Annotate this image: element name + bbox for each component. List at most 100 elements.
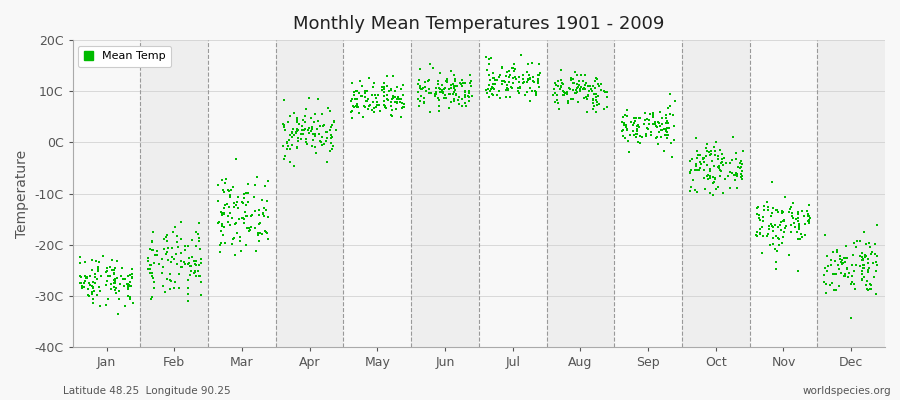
Point <box>376 92 391 99</box>
Point <box>388 99 402 105</box>
Point <box>433 89 447 96</box>
Point <box>554 82 569 89</box>
Point <box>192 238 206 244</box>
Point <box>231 205 246 211</box>
Point <box>237 220 251 227</box>
Point <box>349 103 364 110</box>
Point <box>715 156 729 162</box>
Point <box>591 100 606 107</box>
Point <box>624 119 638 126</box>
Point <box>771 236 786 242</box>
Point <box>503 72 517 78</box>
Point <box>213 209 228 215</box>
Point <box>735 168 750 174</box>
Point <box>230 199 245 205</box>
Point <box>734 158 748 164</box>
Point <box>834 261 849 268</box>
Point <box>100 268 114 274</box>
Point <box>654 127 669 133</box>
Point <box>547 80 562 86</box>
Point <box>454 81 468 87</box>
Point <box>505 80 519 86</box>
Point <box>365 92 380 98</box>
Point <box>791 218 806 225</box>
Point <box>305 123 320 130</box>
Point <box>837 273 851 279</box>
Point <box>344 98 358 104</box>
Point <box>192 220 206 226</box>
Point <box>217 211 231 217</box>
Point <box>770 248 784 254</box>
Point <box>458 80 473 86</box>
Point <box>422 61 436 67</box>
Point <box>784 229 798 236</box>
Point <box>464 78 478 84</box>
Point <box>646 110 661 116</box>
Point <box>638 116 652 123</box>
Point <box>495 64 509 70</box>
Point <box>721 173 735 180</box>
Point <box>290 116 304 122</box>
Point <box>307 111 321 118</box>
Point <box>87 280 102 287</box>
Point <box>688 187 703 193</box>
Point <box>412 82 427 89</box>
Point <box>379 105 393 111</box>
Point <box>830 249 844 256</box>
Point <box>392 96 406 103</box>
Point <box>192 273 206 280</box>
Point <box>511 85 526 92</box>
Point <box>107 276 122 282</box>
Point <box>309 150 323 156</box>
Point <box>189 262 203 268</box>
Point <box>320 134 334 141</box>
Point <box>852 238 867 244</box>
Point <box>214 212 229 218</box>
Point <box>358 88 373 95</box>
Point <box>73 260 87 266</box>
Point <box>214 228 229 234</box>
Point <box>429 90 444 97</box>
Point <box>819 280 833 287</box>
Point <box>156 264 170 271</box>
Point <box>99 269 113 276</box>
Point <box>352 110 366 116</box>
Point <box>438 92 453 98</box>
Point <box>458 89 473 95</box>
Point <box>521 61 535 67</box>
Point <box>260 230 274 236</box>
Point <box>290 128 304 134</box>
Point <box>565 76 580 82</box>
Point <box>159 234 174 240</box>
Point <box>237 191 251 197</box>
Point <box>580 83 595 89</box>
Point <box>832 266 847 272</box>
Point <box>580 96 594 102</box>
Point <box>661 119 675 126</box>
Point <box>508 74 523 80</box>
Point <box>864 251 878 258</box>
Point <box>87 274 102 280</box>
Point <box>584 88 598 94</box>
Point <box>377 97 392 104</box>
Point <box>160 245 175 252</box>
Point <box>703 168 717 175</box>
Point <box>760 232 774 239</box>
Point <box>785 213 799 220</box>
Point <box>770 206 784 213</box>
Point <box>428 89 443 96</box>
Point <box>353 78 367 84</box>
Point <box>230 194 245 200</box>
Point <box>788 220 802 226</box>
Point <box>454 96 469 102</box>
Point <box>503 84 517 90</box>
Point <box>396 82 410 88</box>
Point <box>532 61 546 68</box>
Point <box>223 194 238 200</box>
Point <box>105 257 120 264</box>
Point <box>442 90 456 97</box>
Point <box>158 289 172 295</box>
Point <box>700 172 715 178</box>
Point <box>793 236 807 242</box>
Point <box>437 86 452 93</box>
